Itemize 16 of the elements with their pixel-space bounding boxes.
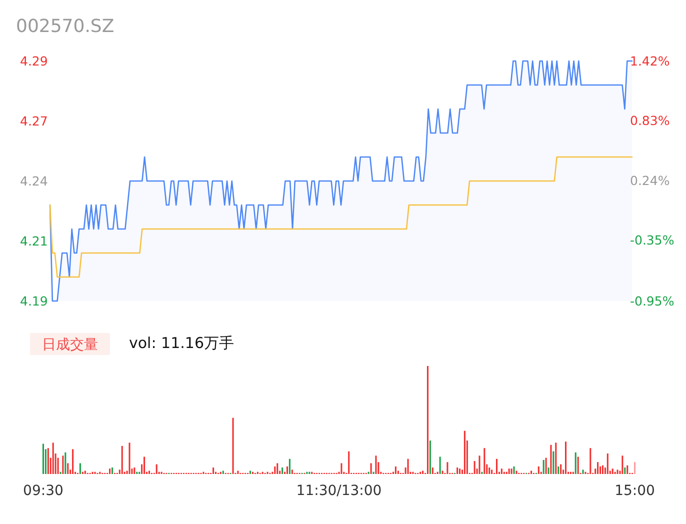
y2-tick-label: 1.42% — [630, 54, 670, 68]
y-tick-label: 4.29 — [20, 54, 48, 68]
x-tick-label: 15:00 — [614, 483, 655, 499]
y2-tick-label: -0.35% — [630, 232, 674, 248]
y-tick-label: 4.19 — [20, 294, 48, 308]
y-tick-label: 4.24 — [20, 174, 48, 188]
y2-tick-label: 0.83% — [630, 113, 670, 128]
y-tick-label: 4.27 — [20, 114, 48, 128]
chart-title: 日成交量 — [42, 337, 98, 353]
chart-subtitle: vol: 11.16万手 — [129, 334, 234, 352]
y2-tick-label: -0.95% — [630, 294, 674, 308]
x-tick-label: 11:30/13:00 — [296, 483, 382, 499]
chart-title: 002570.SZ — [16, 16, 114, 37]
x-tick-label: 09:30 — [23, 483, 64, 499]
y-tick-label: 4.21 — [20, 234, 48, 248]
y2-tick-label: 0.24% — [630, 172, 670, 188]
